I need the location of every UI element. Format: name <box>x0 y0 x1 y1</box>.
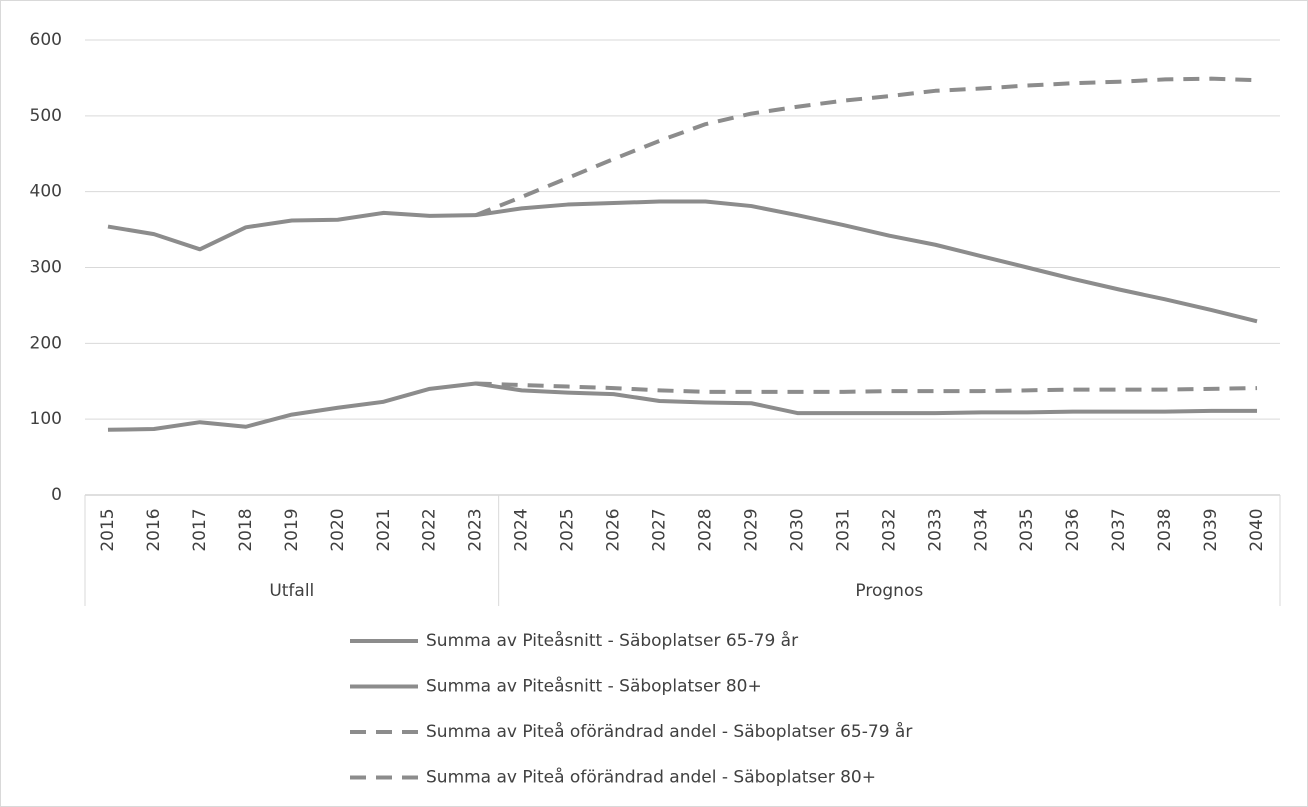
y-tick-label: 200 <box>30 333 62 353</box>
x-tick-label: 2021 <box>374 508 394 551</box>
line-series <box>107 381 1258 432</box>
group-label: Prognos <box>855 581 923 601</box>
x-tick-label: 2028 <box>695 508 715 551</box>
x-tick-label: 2037 <box>1109 508 1129 551</box>
y-tick-label: 400 <box>30 182 62 202</box>
line-series <box>107 199 1258 324</box>
y-tick-label: 300 <box>30 258 62 278</box>
y-tick-label: 100 <box>30 409 62 429</box>
x-tick-label: 2030 <box>787 508 807 551</box>
x-tick-label: 2024 <box>512 508 532 551</box>
x-tick-label: 2017 <box>190 508 210 551</box>
x-tick-label: 2034 <box>971 508 991 551</box>
x-tick-label: 2015 <box>98 508 118 551</box>
line-series <box>474 76 1258 218</box>
x-tick-label: 2029 <box>741 508 761 551</box>
y-tick-label: 0 <box>51 485 62 505</box>
x-tick-label: 2039 <box>1201 508 1221 551</box>
x-tick-label: 2023 <box>466 508 486 551</box>
x-tick-label: 2018 <box>236 508 256 551</box>
x-tick-label: 2016 <box>144 508 164 551</box>
x-tick-label: 2038 <box>1155 508 1175 551</box>
x-tick-label: 2020 <box>328 508 348 551</box>
x-tick-label: 2035 <box>1017 508 1037 551</box>
x-tick-label: 2032 <box>879 508 899 551</box>
line-series <box>475 381 1258 394</box>
x-tick-label: 2033 <box>925 508 945 551</box>
legend-label: Summa av Piteå oförändrad andel - Säbopl… <box>426 767 876 788</box>
y-tick-label: 600 <box>30 30 62 50</box>
legend-label: Summa av Piteå oförändrad andel - Säbopl… <box>426 721 912 742</box>
legend-label: Summa av Piteåsnitt - Säboplatser 65-79 … <box>426 630 798 651</box>
y-tick-label: 500 <box>30 106 62 126</box>
group-label: Utfall <box>269 581 314 601</box>
x-tick-label: 2027 <box>650 508 670 551</box>
x-tick-label: 2031 <box>833 508 853 551</box>
x-tick-label: 2026 <box>604 508 624 551</box>
x-tick-label: 2040 <box>1247 508 1267 551</box>
x-tick-label: 2025 <box>558 508 578 551</box>
x-tick-label: 2036 <box>1063 508 1083 551</box>
x-tick-label: 2019 <box>282 508 302 551</box>
legend-label: Summa av Piteåsnitt - Säboplatser 80+ <box>426 676 762 697</box>
x-tick-label: 2022 <box>420 508 440 551</box>
